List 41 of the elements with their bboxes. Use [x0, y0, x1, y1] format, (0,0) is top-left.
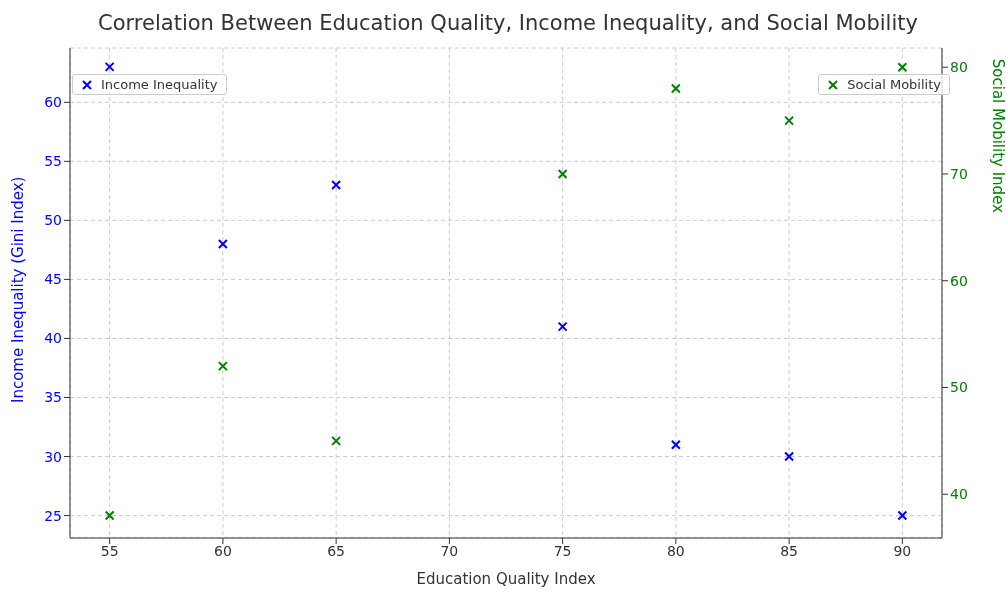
y-tick-label: 50: [44, 212, 62, 229]
point: [670, 83, 681, 94]
x-tick-label: 60: [213, 542, 232, 559]
y2-tick-label: 50: [950, 379, 968, 396]
point: [784, 451, 795, 462]
y-axis-title: Income Inequality (Gini Index): [9, 176, 28, 403]
y2-tick-label: 70: [950, 165, 968, 182]
point: [331, 179, 342, 190]
y2-tick-label: 60: [950, 272, 968, 289]
point: [217, 361, 228, 372]
y2-tick-label: 80: [950, 59, 968, 76]
point: [331, 435, 342, 446]
y-tick-label: 55: [44, 153, 62, 170]
x-tick-label: 55: [100, 542, 119, 559]
x-tick-label: 80: [666, 542, 685, 559]
point: [557, 321, 568, 332]
x-tick-label: 85: [780, 542, 799, 559]
point: [104, 510, 115, 521]
y-tick-label: 25: [44, 507, 62, 524]
point: [217, 239, 228, 249]
y-tick-label: 60: [44, 94, 62, 111]
x-axis-title: Education Quality Index: [416, 570, 596, 588]
legend-label: Income Inequality: [101, 77, 218, 92]
point: [670, 439, 681, 450]
y-tick-label: 35: [44, 389, 62, 406]
point: [104, 61, 115, 72]
point: [784, 115, 795, 126]
y-tick-label: 40: [44, 330, 62, 347]
y-tick-label: 30: [44, 448, 62, 465]
x-tick-label: 70: [440, 542, 459, 559]
point: [897, 62, 908, 73]
point: [897, 510, 908, 521]
y2-tick-label: 40: [950, 486, 968, 503]
x-tick-label: 65: [327, 542, 346, 559]
point: [557, 168, 568, 179]
y-tick-label: 45: [44, 271, 62, 288]
y2-axis-title: Social Mobility Index: [988, 58, 1006, 214]
legend-label: Social Mobility: [847, 77, 941, 92]
x-tick-label: 90: [893, 542, 912, 559]
chart-title: Correlation Between Education Quality, Income Inequality, and Social Mobility: [97, 10, 919, 37]
x-tick-label: 75: [553, 542, 572, 559]
